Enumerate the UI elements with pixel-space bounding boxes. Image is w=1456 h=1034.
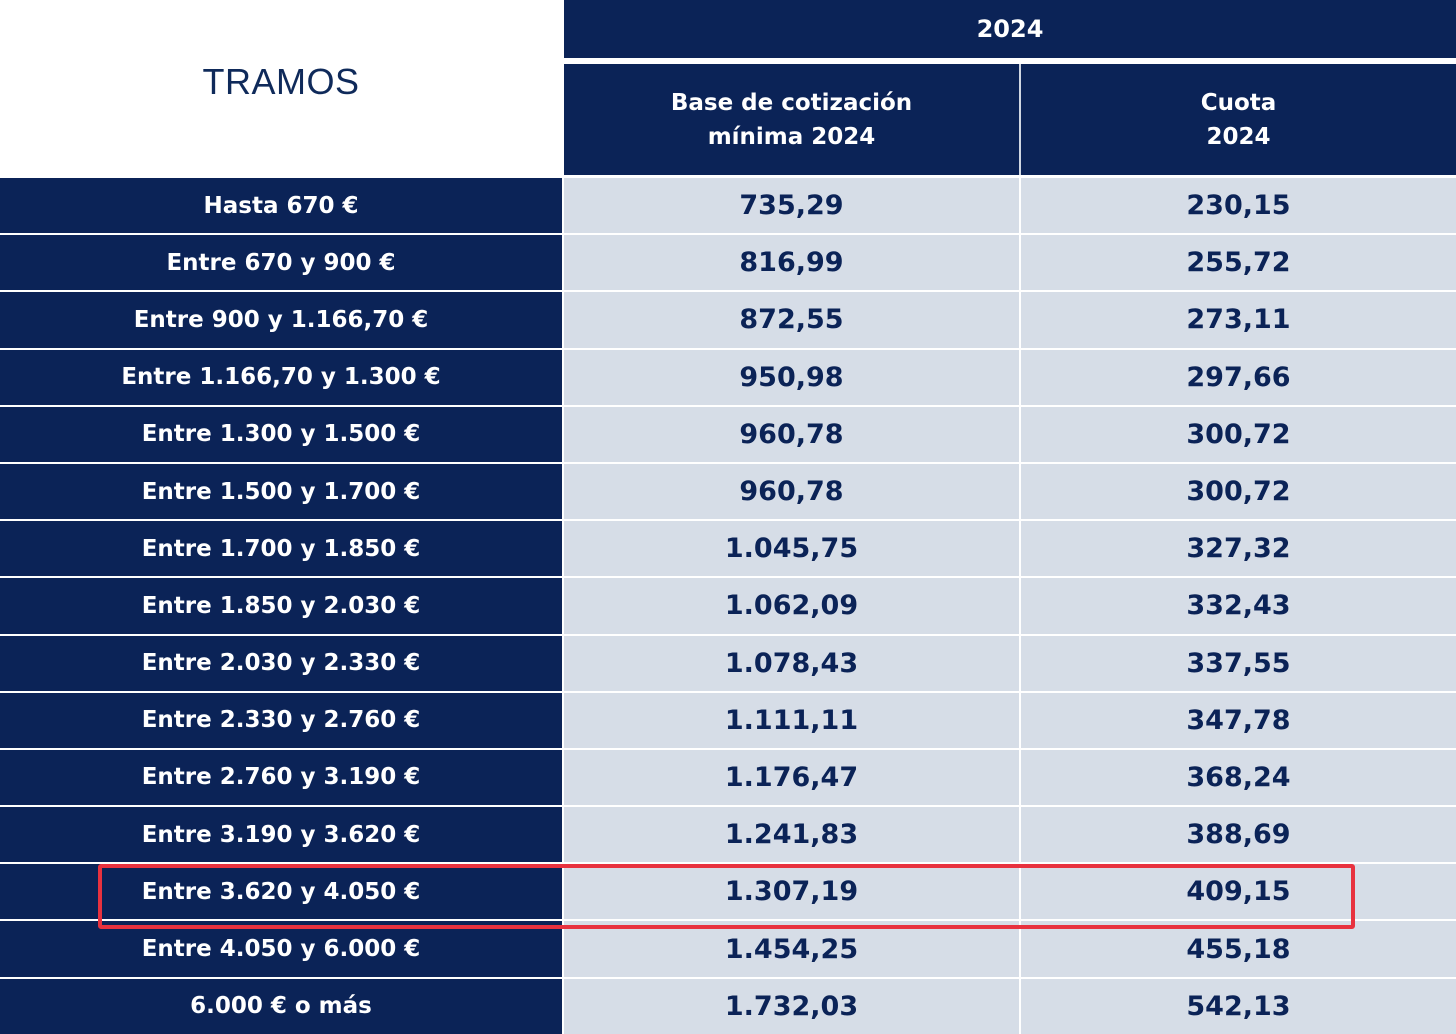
tramo-label-cell: Entre 3.190 y 3.620 € <box>0 807 562 863</box>
table-row: Entre 3.620 y 4.050 €1.307,19 409,15 <box>0 862 1456 920</box>
table-row: 6.000 € o más 1.732,03 542,13 <box>0 976 1456 1034</box>
cuota-cell: 337,55 <box>1019 635 1456 691</box>
table-row: Entre 1.300 y 1.500 €960,78 300,72 <box>0 404 1456 462</box>
cuota-cell: 255,72 <box>1019 235 1456 291</box>
tramo-label-cell: Entre 4.050 y 6.000 € <box>0 921 562 977</box>
tramo-label-cell: Entre 2.330 y 2.760 € <box>0 692 562 748</box>
tramo-label-cell: Entre 1.166,70 y 1.300 € <box>0 349 562 405</box>
cuota-column-header: Cuota 2024 <box>1021 64 1456 175</box>
table-row: Entre 1.166,70 y 1.300 €950,98 297,66 <box>0 347 1456 405</box>
tramo-label-cell: Entre 1.850 y 2.030 € <box>0 578 562 634</box>
tramo-label-cell: Entre 670 y 900 € <box>0 235 562 291</box>
tramos-label: TRAMOS <box>202 61 360 102</box>
base-cotizacion-cell: 1.307,19 <box>562 864 1019 920</box>
base-cotizacion-cell: 1.078,43 <box>562 635 1019 691</box>
cuota-cell: 368,24 <box>1019 749 1456 806</box>
cuota-cell: 455,18 <box>1019 921 1456 977</box>
cuota-cell: 347,78 <box>1019 692 1456 748</box>
tramo-label-cell: Entre 3.620 y 4.050 € <box>0 864 562 920</box>
base-cotizacion-cell: 1.045,75 <box>562 521 1019 577</box>
base-column-header: Base de cotización mínima 2024 <box>564 64 1019 175</box>
base-cotizacion-cell: 1.241,83 <box>562 807 1019 863</box>
base-cotizacion-cell: 1.062,09 <box>562 578 1019 634</box>
base-cotizacion-cell: 960,78 <box>562 463 1019 520</box>
tramo-label-cell: Entre 900 y 1.166,70 € <box>0 292 562 348</box>
year-separator <box>564 58 1456 64</box>
cuota-header-line2: 2024 <box>1206 123 1271 150</box>
base-cotizacion-cell: 1.732,03 <box>562 978 1019 1034</box>
cuota-cell: 409,15 <box>1019 864 1456 920</box>
table-row: Entre 1.500 y 1.700 €960,78 300,72 <box>0 461 1456 520</box>
cuota-cell: 297,66 <box>1019 349 1456 405</box>
table-row: Entre 1.700 y 1.850 €1.045,75 327,32 <box>0 519 1456 577</box>
cuota-cell: 273,11 <box>1019 292 1456 348</box>
cuota-cell: 332,43 <box>1019 578 1456 634</box>
cuota-header-line1: Cuota <box>1200 89 1277 116</box>
cuota-cell: 542,13 <box>1019 978 1456 1034</box>
tramo-label-cell: Entre 1.500 y 1.700 € <box>0 463 562 520</box>
tramo-label-cell: Entre 1.300 y 1.500 € <box>0 406 562 462</box>
table-row: Entre 2.760 y 3.190 €1.176,47 368,24 <box>0 747 1456 806</box>
table-row: Entre 1.850 y 2.030 €1.062,09 332,43 <box>0 576 1456 634</box>
table-row: Entre 670 y 900 €816,99 255,72 <box>0 233 1456 291</box>
cuota-cell: 300,72 <box>1019 463 1456 520</box>
table-row: Entre 4.050 y 6.000 €1.454,25 455,18 <box>0 919 1456 977</box>
tramo-label-cell: Hasta 670 € <box>0 178 562 234</box>
base-cotizacion-cell: 1.454,25 <box>562 921 1019 977</box>
base-cotizacion-cell: 735,29 <box>562 178 1019 234</box>
tramo-label-cell: 6.000 € o más <box>0 978 562 1034</box>
cuota-cell: 230,15 <box>1019 178 1456 234</box>
table-row: Entre 2.330 y 2.760 €1.111,11 347,78 <box>0 690 1456 748</box>
table-body: Hasta 670 €735,29 230,15 Entre 670 y 900 €… <box>0 176 1456 1034</box>
base-cotizacion-cell: 872,55 <box>562 292 1019 348</box>
base-cotizacion-cell: 816,99 <box>562 235 1019 291</box>
cuota-cell: 327,32 <box>1019 521 1456 577</box>
column-divider <box>1019 64 1021 175</box>
tramo-label-cell: Entre 2.760 y 3.190 € <box>0 749 562 806</box>
table-row: Entre 3.190 y 3.620 €1.241,83 388,69 <box>0 805 1456 863</box>
cuota-cell: 388,69 <box>1019 807 1456 863</box>
table-row: Entre 900 y 1.166,70 €872,55 273,11 <box>0 290 1456 348</box>
table-row: Hasta 670 €735,29 230,15 <box>0 176 1456 234</box>
year-header: 2024 <box>564 0 1456 58</box>
tramo-label-cell: Entre 2.030 y 2.330 € <box>0 635 562 691</box>
base-header-line1: Base de cotización <box>670 89 913 116</box>
table-row: Entre 2.030 y 2.330 €1.078,43 337,55 <box>0 633 1456 691</box>
tramos-header: TRAMOS <box>0 0 562 176</box>
base-cotizacion-cell: 1.111,11 <box>562 692 1019 748</box>
tramo-label-cell: Entre 1.700 y 1.850 € <box>0 521 562 577</box>
base-cotizacion-cell: 960,78 <box>562 406 1019 462</box>
cuota-cell: 300,72 <box>1019 406 1456 462</box>
base-header-line2: mínima 2024 <box>707 123 876 150</box>
base-cotizacion-cell: 1.176,47 <box>562 749 1019 806</box>
base-cotizacion-cell: 950,98 <box>562 349 1019 405</box>
